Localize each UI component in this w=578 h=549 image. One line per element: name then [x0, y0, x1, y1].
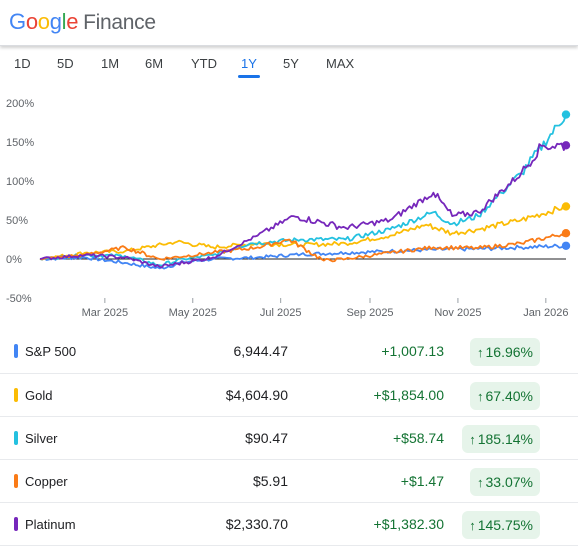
logo-letter: o: [25, 9, 38, 34]
percent-change-badge: ↑ 185.14%: [462, 425, 540, 453]
comparison-table: S&P 500 6,944.47 +1,007.13 ↑ 16.96% Gold …: [0, 330, 578, 546]
percent-change-value: 33.07%: [485, 474, 533, 490]
app-header: Google Finance: [0, 0, 578, 46]
range-tabs: 1D 5D 1M 6M YTD 1Y 5Y MAX: [0, 56, 578, 82]
y-tick-label: 50%: [6, 215, 28, 227]
tab-range-ytd[interactable]: YTD: [191, 56, 217, 71]
asset-change: +$58.74: [393, 430, 444, 446]
x-tick-label: Nov 2025: [434, 307, 481, 319]
percent-change-value: 145.75%: [477, 517, 533, 533]
logo-letter: o: [37, 9, 50, 34]
tab-range-6m[interactable]: 6M: [145, 56, 164, 71]
x-tick-label: Jul 2025: [260, 307, 302, 319]
arrow-up-icon: ↑: [477, 345, 484, 360]
series-line: [39, 232, 567, 263]
series-swatch: [14, 474, 18, 488]
logo-letter: e: [66, 9, 79, 34]
asset-change: +$1,382.30: [373, 516, 444, 532]
tab-range-1d[interactable]: 1D: [14, 56, 31, 71]
logo-letter: g: [49, 9, 62, 34]
asset-change: +$1,854.00: [373, 387, 444, 403]
y-tick-label: -50%: [6, 293, 32, 305]
series-swatch: [14, 431, 18, 445]
performance-chart[interactable]: 200% 150% 100% 50% 0% -50% Mar 2025 May 2025 Jul…: [0, 88, 578, 326]
percent-change-badge: ↑ 16.96%: [470, 338, 540, 366]
logo-letter: l: [61, 9, 67, 34]
y-tick-label: 150%: [6, 137, 34, 149]
percent-change-value: 67.40%: [485, 388, 533, 404]
percent-change-badge: ↑ 33.07%: [470, 468, 540, 496]
series-swatch: [14, 344, 18, 358]
series-line: [39, 142, 567, 269]
series-end-dot: [561, 241, 571, 250]
x-tick-label: Jan 2026: [523, 307, 568, 319]
series-line: [39, 203, 567, 261]
tab-range-5y[interactable]: 5Y: [283, 56, 299, 71]
percent-change-badge: ↑ 67.40%: [470, 382, 540, 410]
table-row[interactable]: Gold $4,604.90 +$1,854.00 ↑ 67.40%: [0, 374, 578, 417]
x-tick-label: May 2025: [169, 307, 217, 319]
arrow-up-icon: ↑: [477, 389, 484, 404]
table-row[interactable]: Platinum $2,330.70 +$1,382.30 ↑ 145.75%: [0, 503, 578, 546]
table-row[interactable]: Silver $90.47 +$58.74 ↑ 185.14%: [0, 417, 578, 460]
asset-change: +$1.47: [400, 473, 444, 489]
x-tick-label: Mar 2025: [82, 307, 128, 319]
series-swatch: [14, 517, 18, 531]
selected-range-indicator: [238, 75, 260, 78]
percent-change-value: 16.96%: [485, 344, 533, 360]
series-end-dot: [561, 202, 571, 211]
tab-range-1y[interactable]: 1Y: [241, 56, 257, 71]
y-tick-label: 200%: [6, 98, 34, 110]
asset-name: Silver: [25, 431, 58, 446]
asset-price: $4,604.90: [225, 387, 288, 403]
arrow-up-icon: ↑: [469, 432, 476, 447]
tab-range-max[interactable]: MAX: [326, 56, 355, 71]
percent-change-value: 185.14%: [477, 431, 533, 447]
tab-range-5d[interactable]: 5D: [57, 56, 74, 71]
y-tick-label: 100%: [6, 176, 34, 188]
arrow-up-icon: ↑: [477, 475, 484, 490]
series-end-dot: [561, 110, 571, 119]
table-row[interactable]: S&P 500 6,944.47 +1,007.13 ↑ 16.96%: [0, 330, 578, 374]
table-row[interactable]: Copper $5.91 +$1.47 ↑ 33.07%: [0, 460, 578, 503]
asset-price: $90.47: [245, 430, 288, 446]
logo-letter: G: [9, 9, 26, 34]
asset-change: +1,007.13: [381, 343, 444, 359]
percent-change-badge: ↑ 145.75%: [462, 511, 540, 539]
asset-name: Platinum: [25, 517, 76, 532]
series-swatch: [14, 388, 18, 402]
asset-name: S&P 500: [25, 344, 77, 359]
x-tick-label: Sep 2025: [346, 307, 393, 319]
asset-name: Copper: [25, 474, 68, 489]
y-tick-label: 0%: [6, 254, 22, 266]
product-name: Finance: [83, 11, 156, 34]
google-finance-logo[interactable]: Google Finance: [9, 9, 156, 35]
asset-price: 6,944.47: [233, 343, 289, 359]
series-end-dot: [561, 229, 571, 238]
asset-name: Gold: [25, 388, 53, 403]
arrow-up-icon: ↑: [469, 518, 476, 533]
tab-range-1m[interactable]: 1M: [101, 56, 120, 71]
series-end-dot: [561, 141, 571, 150]
asset-price: $2,330.70: [225, 516, 288, 532]
series-line: [39, 114, 567, 267]
asset-price: $5.91: [252, 473, 288, 489]
